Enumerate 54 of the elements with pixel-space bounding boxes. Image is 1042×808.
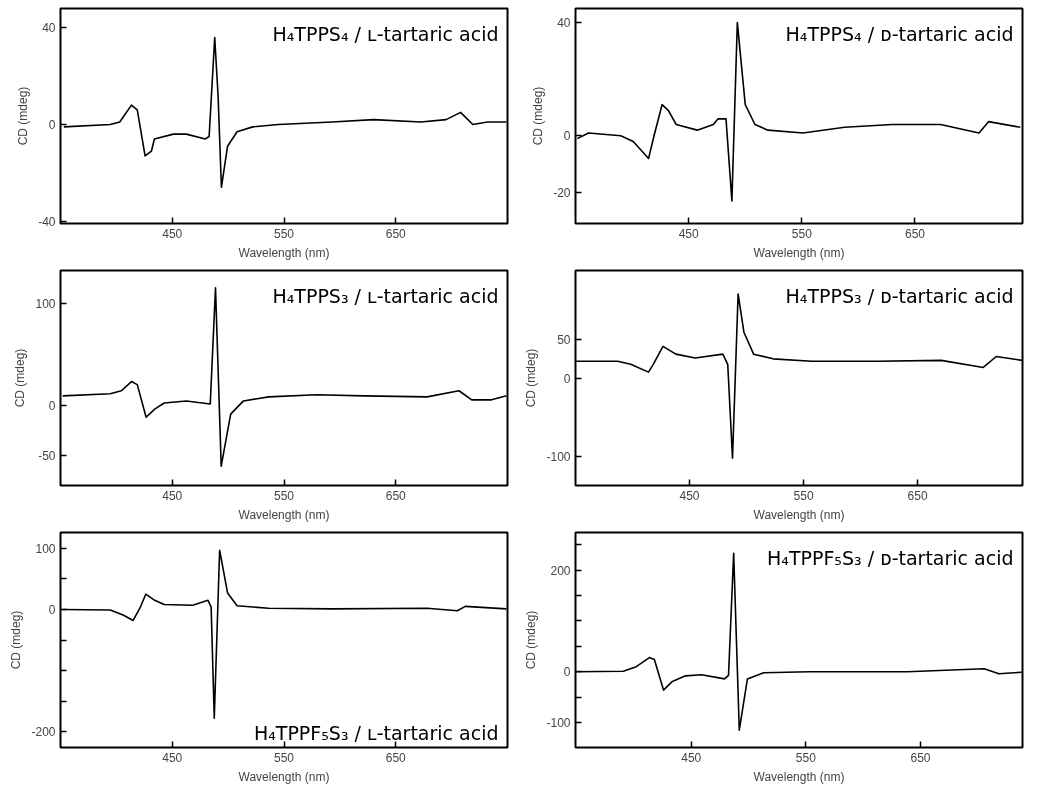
x-tick-label: 650 [910, 750, 931, 765]
text: H₄TPPF₅S₃ / ʟ-tartaric acid [253, 721, 499, 744]
x-tick-label: 650 [385, 488, 407, 503]
y-tick-label: 200 [550, 563, 571, 578]
x-axis-title: Wavelength (nm) [753, 769, 845, 784]
y-tick-label: 0 [563, 665, 571, 680]
x-tick-label: 450 [162, 488, 183, 503]
y-tick-label: 50 [557, 332, 571, 347]
y-tick-label: 40 [557, 16, 571, 31]
x-axis-title: Wavelength (nm) [238, 769, 330, 784]
x-axis-title: Wavelength (nm) [753, 507, 845, 522]
text: H₄TPPS₄ / ᴅ-tartaric acid [785, 22, 1014, 45]
text: H₄TPPF₅S₃ / ᴅ-tartaric acid [767, 546, 1014, 569]
x-tick-label: 450 [679, 488, 700, 503]
y-axis-title: CD (mdeg) [524, 610, 539, 670]
x-tick-label: 450 [681, 750, 702, 765]
x-axis-title: Wavelength (nm) [238, 507, 330, 522]
y-tick-label: 0 [563, 371, 571, 386]
y-tick-label: -200 [31, 725, 56, 740]
y-tick-label: -100 [546, 716, 571, 731]
y-tick-label: -100 [546, 450, 571, 465]
x-tick-label: 650 [907, 488, 928, 503]
y-tick-label: -20 [553, 185, 571, 200]
x-tick-label: 450 [162, 750, 183, 765]
x-tick-label: 550 [795, 750, 817, 765]
y-tick-label: 100 [35, 296, 56, 311]
text: H₄TPPS₃ / ᴅ-tartaric acid [785, 284, 1014, 307]
x-tick-label: 650 [904, 226, 926, 241]
y-axis-title: CD (mdeg) [524, 348, 539, 408]
y-axis-title: CD (mdeg) [16, 86, 31, 146]
y-tick-label: -50 [38, 449, 56, 464]
x-axis-title: Wavelength (nm) [753, 245, 845, 260]
x-tick-label: 650 [385, 226, 407, 241]
x-tick-label: 650 [385, 750, 407, 765]
x-tick-label: 450 [162, 226, 183, 241]
x-tick-label: 450 [678, 226, 699, 241]
y-axis-title: CD (mdeg) [9, 610, 24, 670]
x-tick-label: 550 [273, 750, 295, 765]
text: H₄TPPS₄ / ʟ-tartaric acid [272, 22, 499, 45]
y-tick-label: 0 [563, 129, 571, 144]
x-tick-label: 550 [791, 226, 813, 241]
x-tick-label: 550 [273, 226, 295, 241]
x-tick-label: 550 [273, 488, 295, 503]
x-tick-label: 550 [793, 488, 814, 503]
text: H₄TPPS₃ / ʟ-tartaric acid [272, 284, 499, 307]
y-axis-title: CD (mdeg) [13, 348, 28, 408]
x-axis-title: Wavelength (nm) [238, 245, 330, 260]
y-tick-label: -40 [38, 214, 56, 229]
y-tick-label: 0 [48, 602, 56, 617]
y-tick-label: 40 [42, 21, 56, 36]
y-tick-label: 0 [48, 117, 56, 132]
y-axis-title: CD (mdeg) [531, 86, 546, 146]
y-tick-label: 100 [35, 541, 56, 556]
y-tick-label: 0 [48, 398, 56, 413]
